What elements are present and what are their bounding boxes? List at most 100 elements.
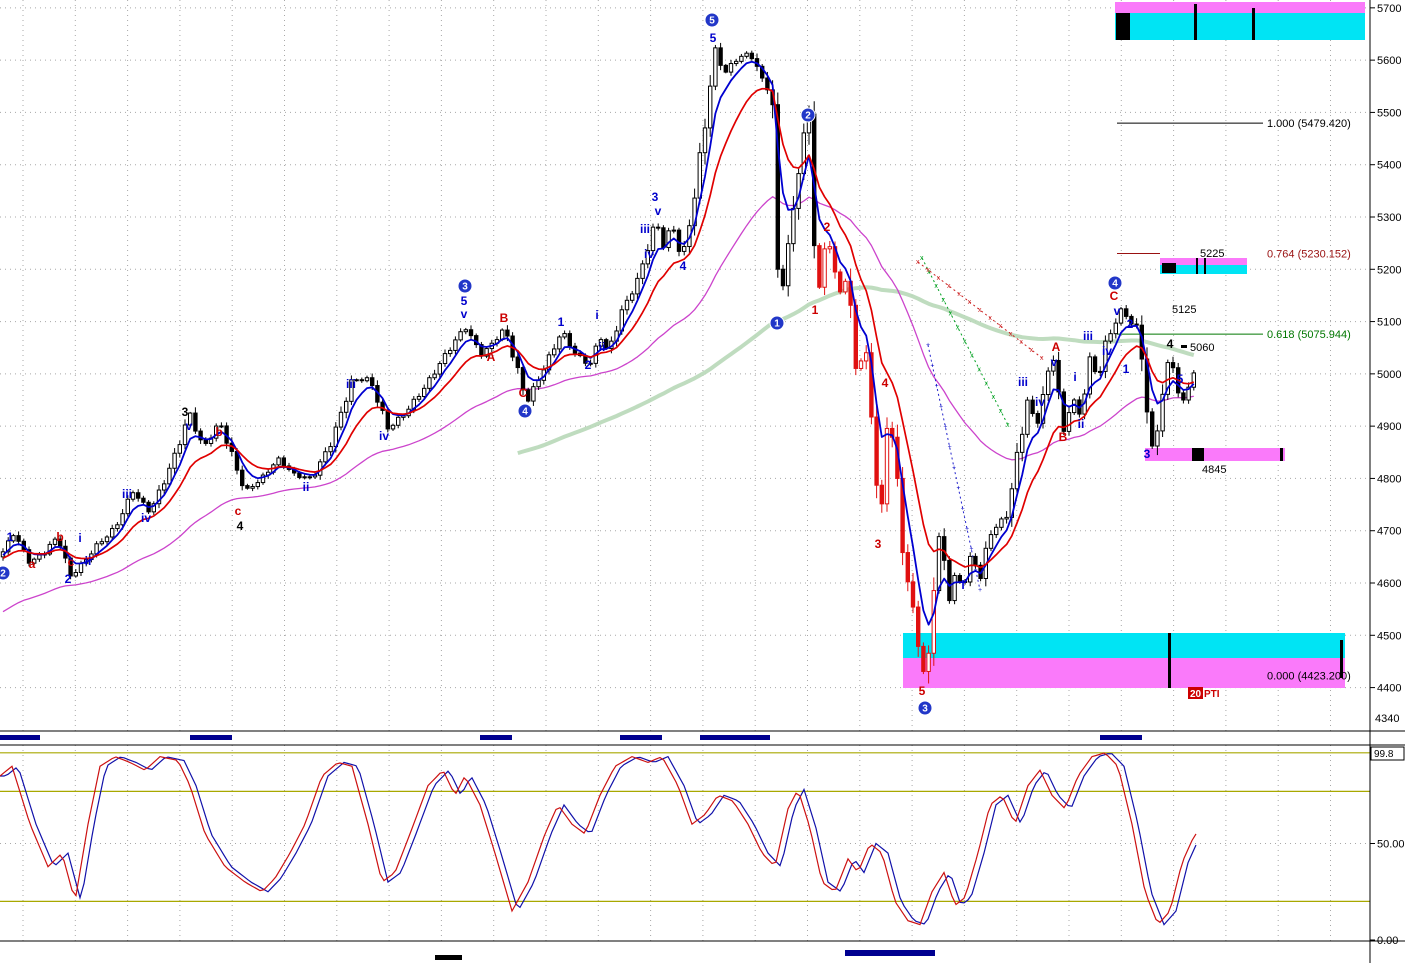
svg-text:2: 2 [585,358,592,372]
svg-text:+: + [943,424,947,431]
svg-text:x: x [992,394,996,401]
svg-text:+: + [939,403,943,410]
svg-text:5225: 5225 [1200,248,1224,260]
svg-text:+: + [935,383,939,390]
svg-text:0.000 (4423.200): 0.000 (4423.200) [1267,670,1351,682]
svg-text:4700: 4700 [1377,526,1401,538]
svg-text:1: 1 [1123,362,1130,376]
svg-text:x: x [978,307,982,314]
svg-text:4: 4 [237,519,244,533]
svg-text:50.00: 50.00 [1377,839,1405,851]
svg-text:iv: iv [1035,395,1045,409]
svg-text:+: + [965,526,969,533]
svg-text:v: v [1114,304,1121,318]
svg-text:1: 1 [558,315,565,329]
oscillator-threshold-lines [0,752,1370,903]
svg-text:4: 4 [1167,337,1174,351]
svg-text:5200: 5200 [1377,264,1401,276]
svg-text:4500: 4500 [1377,630,1401,642]
svg-text:iii: iii [1083,329,1093,343]
svg-text:iii: iii [122,487,132,501]
svg-text:4: 4 [1112,279,1118,290]
svg-text:3: 3 [922,704,928,715]
svg-text:x: x [942,297,946,304]
svg-text:2: 2 [805,111,811,122]
svg-text:0.764 (5230.152): 0.764 (5230.152) [1267,249,1351,261]
svg-text:b: b [215,425,222,439]
svg-text:i: i [595,308,598,322]
svg-text:4800: 4800 [1377,473,1401,485]
svg-text:4845: 4845 [1202,464,1226,476]
svg-text:ii: ii [599,340,606,354]
svg-text:4: 4 [882,376,889,390]
svg-text:b: b [56,530,63,544]
svg-text:A: A [487,350,496,364]
svg-text:x: x [985,380,989,387]
svg-text:4600: 4600 [1377,578,1401,590]
svg-text:B: B [1059,430,1068,444]
svg-text:4400: 4400 [1377,683,1401,695]
svg-text:1: 1 [7,530,14,544]
svg-text:+: + [948,444,952,451]
svg-text:iii: iii [640,222,650,236]
svg-text:+: + [956,485,960,492]
svg-text:99.8: 99.8 [1374,749,1394,760]
svg-text:5060: 5060 [1190,342,1214,354]
svg-text:5300: 5300 [1377,212,1401,224]
svg-text:x: x [988,315,992,322]
svg-text:5100: 5100 [1377,317,1401,329]
svg-text:x: x [970,352,974,359]
svg-text:1: 1 [812,303,819,317]
svg-text:v: v [1051,355,1058,369]
svg-text:3: 3 [462,282,468,293]
svg-text:2: 2 [65,572,72,586]
svg-text:5000: 5000 [1377,369,1401,381]
svg-text:x: x [999,408,1003,415]
svg-text:c: c [68,555,75,569]
svg-text:5125: 5125 [1172,304,1196,316]
svg-text:+: + [952,465,956,472]
svg-text:x: x [949,311,953,318]
svg-text:x: x [1009,331,1013,338]
svg-text:4: 4 [680,259,687,273]
svg-text:x: x [916,259,920,266]
svg-text:x: x [977,366,981,373]
svg-text:ii: ii [1078,417,1085,431]
svg-text:0.618 (5075.944): 0.618 (5075.944) [1267,329,1351,341]
svg-text:1.000 (5479.420): 1.000 (5479.420) [1267,118,1351,130]
svg-text:20: 20 [1190,689,1202,700]
svg-text:x: x [968,299,972,306]
svg-text:iv: iv [644,247,654,261]
svg-text:x: x [1006,422,1010,429]
svg-text:A: A [1052,340,1061,354]
svg-text:5: 5 [919,684,926,698]
svg-text:c: c [235,504,242,518]
svg-text:ii: ii [303,480,310,494]
grid-layer [0,0,1370,941]
svg-text:4: 4 [522,407,528,418]
svg-text:PTI: PTI [1204,689,1220,700]
svg-text:iii: iii [346,377,356,391]
candles-layer [0,42,1196,684]
svg-text:x: x [1019,339,1023,346]
svg-text:x: x [956,325,960,332]
svg-text:2: 2 [824,220,831,234]
svg-text:x: x [1040,355,1044,362]
svg-text:i: i [1073,370,1076,384]
svg-text:x: x [957,291,961,298]
svg-text:a: a [29,557,36,571]
svg-text:v: v [655,204,662,218]
svg-text:5: 5 [710,31,717,45]
svg-text:iv: iv [379,429,389,443]
svg-text:v: v [186,419,193,433]
price-callouts-layer: 5225 5125 5060 4845 20 PTI [1172,248,1226,700]
svg-text:iii: iii [1018,375,1028,389]
svg-text:iv: iv [1102,344,1112,358]
svg-text:x: x [999,323,1003,330]
svg-text:5: 5 [709,16,715,27]
svg-text:5400: 5400 [1377,160,1401,172]
